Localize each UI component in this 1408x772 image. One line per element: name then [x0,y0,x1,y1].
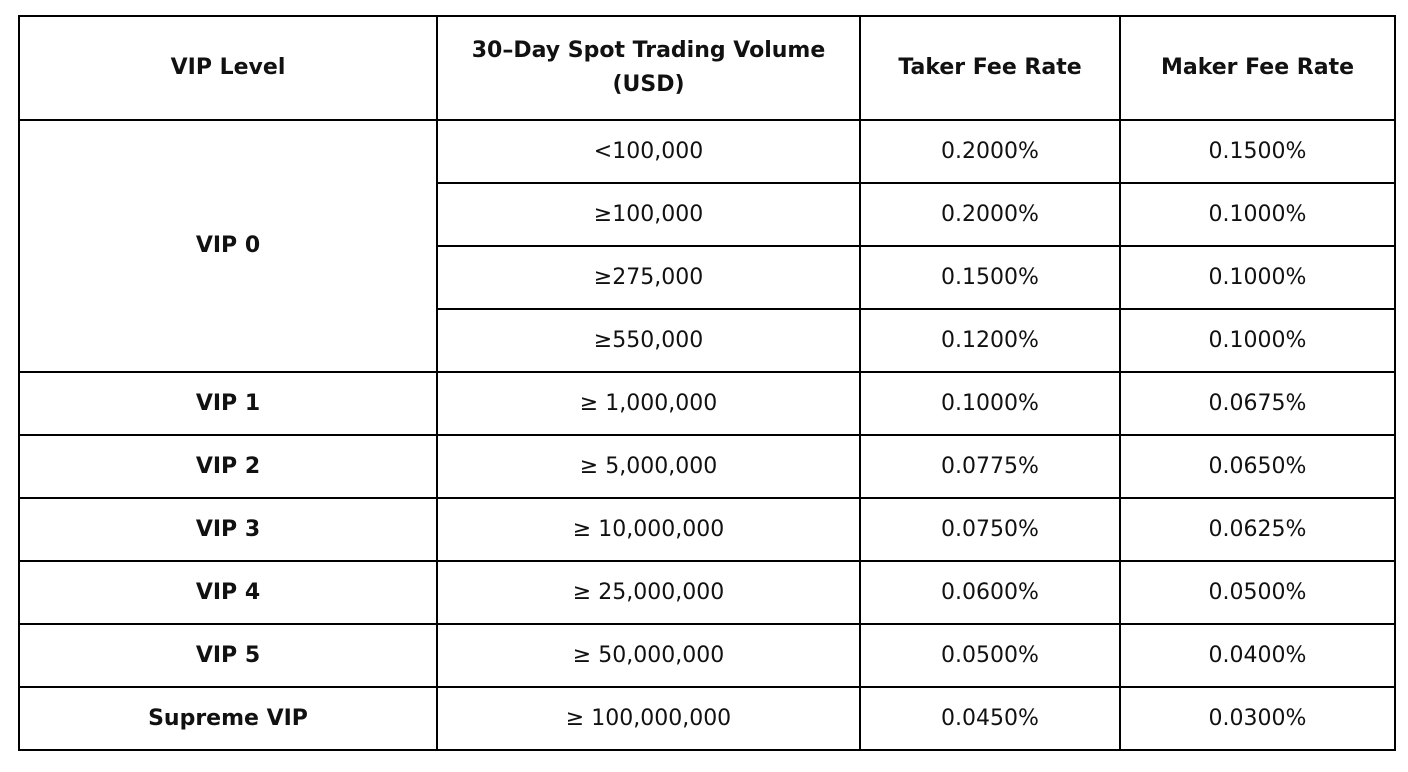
table-row: VIP 0 <100,000 0.2000% 0.1500% [18,119,1396,373]
table-row: VIP 5 ≥ 50,000,000 0.0500% 0.0400% [18,623,1396,688]
volume-cell: <100,000 [436,119,861,184]
fee-rate-table: VIP Level 30–Day Spot Trading Volume (US… [18,15,1396,751]
taker-fee-cell: 0.2000% [859,119,1121,184]
vip-level-cell: VIP 5 [18,623,438,688]
taker-fee-cell: 0.0600% [859,560,1121,625]
header-trading-volume-line1: 30–Day Spot Trading Volume [471,38,826,63]
maker-fee-cell: 0.0650% [1119,434,1396,499]
volume-cell: ≥100,000 [436,182,861,247]
vip-level-cell: Supreme VIP [18,686,438,751]
table-row: VIP 1 ≥ 1,000,000 0.1000% 0.0675% [18,371,1396,436]
volume-cell: ≥275,000 [436,245,861,310]
taker-fee-cell: 0.1500% [859,245,1121,310]
table-row: ≥275,000 0.1500% 0.1000% [19,245,1396,310]
maker-fee-cell: 0.0500% [1119,560,1396,625]
volume-cell: ≥ 50,000,000 [436,623,861,688]
table-row: Supreme VIP ≥ 100,000,000 0.0450% 0.0300… [18,686,1396,751]
taker-fee-cell: 0.0775% [859,434,1121,499]
maker-fee-cell: 0.1000% [1119,182,1396,247]
volume-cell: ≥ 5,000,000 [436,434,861,499]
vip-level-cell: VIP 2 [18,434,438,499]
volume-cell: ≥ 100,000,000 [436,686,861,751]
taker-fee-cell: 0.1200% [859,308,1121,373]
table-row: VIP 3 ≥ 10,000,000 0.0750% 0.0625% [18,497,1396,562]
header-taker-fee: Taker Fee Rate [859,15,1121,121]
volume-cell: ≥ 10,000,000 [436,497,861,562]
table-row: VIP 4 ≥ 25,000,000 0.0600% 0.0500% [18,560,1396,625]
maker-fee-cell: 0.1500% [1119,119,1396,184]
vip-level-cell: VIP 1 [18,371,438,436]
header-vip-level: VIP Level [18,15,438,121]
table-header-row: VIP Level 30–Day Spot Trading Volume (US… [18,15,1396,121]
header-trading-volume: 30–Day Spot Trading Volume (USD) [436,15,861,121]
vip-level-cell: VIP 4 [18,560,438,625]
vip-level-cell: VIP 0 [18,119,438,373]
taker-fee-cell: 0.0750% [859,497,1121,562]
header-trading-volume-line2: (USD) [612,72,685,97]
maker-fee-cell: 0.0300% [1119,686,1396,751]
taker-fee-cell: 0.0450% [859,686,1121,751]
taker-fee-cell: 0.2000% [859,182,1121,247]
volume-cell: ≥ 25,000,000 [436,560,861,625]
taker-fee-cell: 0.0500% [859,623,1121,688]
taker-fee-cell: 0.1000% [859,371,1121,436]
table-row: ≥550,000 0.1200% 0.1000% [19,308,1396,373]
maker-fee-cell: 0.1000% [1119,245,1396,310]
volume-cell: ≥ 1,000,000 [436,371,861,436]
maker-fee-cell: 0.1000% [1119,308,1396,373]
vip-level-cell: VIP 3 [18,497,438,562]
table-row: ≥100,000 0.2000% 0.1000% [19,182,1396,247]
table-row: VIP 2 ≥ 5,000,000 0.0775% 0.0650% [18,434,1396,499]
header-maker-fee: Maker Fee Rate [1119,15,1396,121]
volume-cell: ≥550,000 [436,308,861,373]
maker-fee-cell: 0.0400% [1119,623,1396,688]
maker-fee-cell: 0.0675% [1119,371,1396,436]
maker-fee-cell: 0.0625% [1119,497,1396,562]
